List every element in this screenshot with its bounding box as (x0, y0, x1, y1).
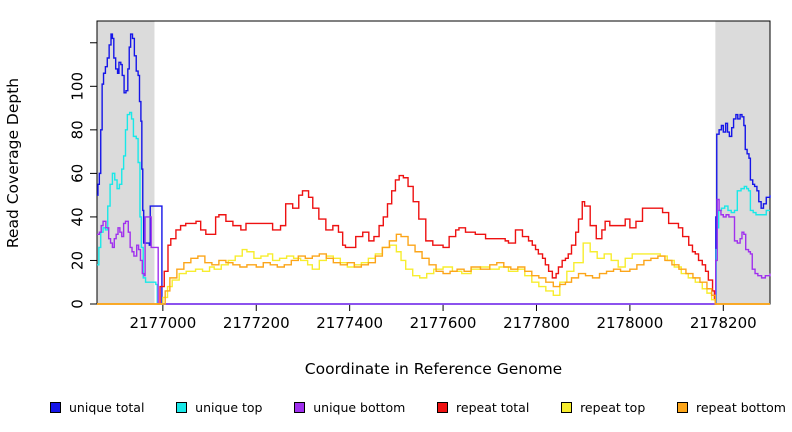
x-tick-label: 2177200 (223, 314, 290, 332)
legend-item-unique-top: unique top (176, 400, 262, 415)
legend-label: unique total (69, 399, 145, 415)
legend-label: unique top (195, 399, 263, 415)
legend: unique total unique top unique bottom repea… (50, 396, 786, 418)
legend-item-unique-bottom: unique bottom (294, 400, 405, 415)
x-tick-label: 2177800 (503, 314, 570, 332)
legend-label: repeat bottom (696, 399, 786, 415)
y-tick-label: 40 (69, 207, 87, 226)
x-tick-label: 2178000 (596, 314, 663, 332)
series-line-unique-bottom (97, 198, 771, 305)
x-tick-label: 2177400 (316, 314, 383, 332)
y-tick-label: 60 (69, 164, 87, 183)
legend-item-repeat-bottom: repeat bottom (677, 400, 786, 415)
series-line-repeat-total (97, 174, 770, 305)
series-line-repeat-top (97, 242, 770, 305)
x-tick-label: 2177600 (410, 314, 477, 332)
x-axis-title: Coordinate in Reference Genome (304, 360, 563, 378)
plot-box (96, 20, 771, 305)
y-tick-label: 100 (69, 72, 87, 101)
legend-swatch-repeat-top (561, 401, 573, 413)
legend-label: unique bottom (313, 399, 406, 415)
legend-swatch-unique-bottom (294, 401, 306, 413)
legend-swatch-repeat-total (437, 401, 449, 413)
shaded-region-left (97, 21, 155, 304)
legend-swatch-unique-total (50, 401, 61, 413)
legend-item-unique-total: unique total (50, 400, 144, 415)
x-tick-label: 2178200 (690, 314, 757, 332)
legend-label: repeat total (456, 399, 530, 415)
y-tick-label: 20 (69, 251, 87, 270)
series-line-repeat-bottom (97, 233, 770, 305)
legend-swatch-repeat-bottom (677, 401, 688, 413)
y-tick-label: 80 (69, 120, 87, 139)
legend-swatch-unique-top (176, 401, 188, 413)
legend-item-repeat-total: repeat total (437, 400, 529, 415)
legend-label: repeat top (580, 399, 646, 415)
legend-item-repeat-top: repeat top (561, 400, 645, 415)
y-tick-label: 0 (69, 299, 87, 309)
series-line-unique-total (97, 33, 771, 305)
series-line-unique-top (97, 111, 770, 305)
shaded-region-right (715, 21, 770, 304)
x-tick-label: 2177000 (129, 314, 196, 332)
y-axis-title: Read Coverage Depth (4, 77, 22, 249)
